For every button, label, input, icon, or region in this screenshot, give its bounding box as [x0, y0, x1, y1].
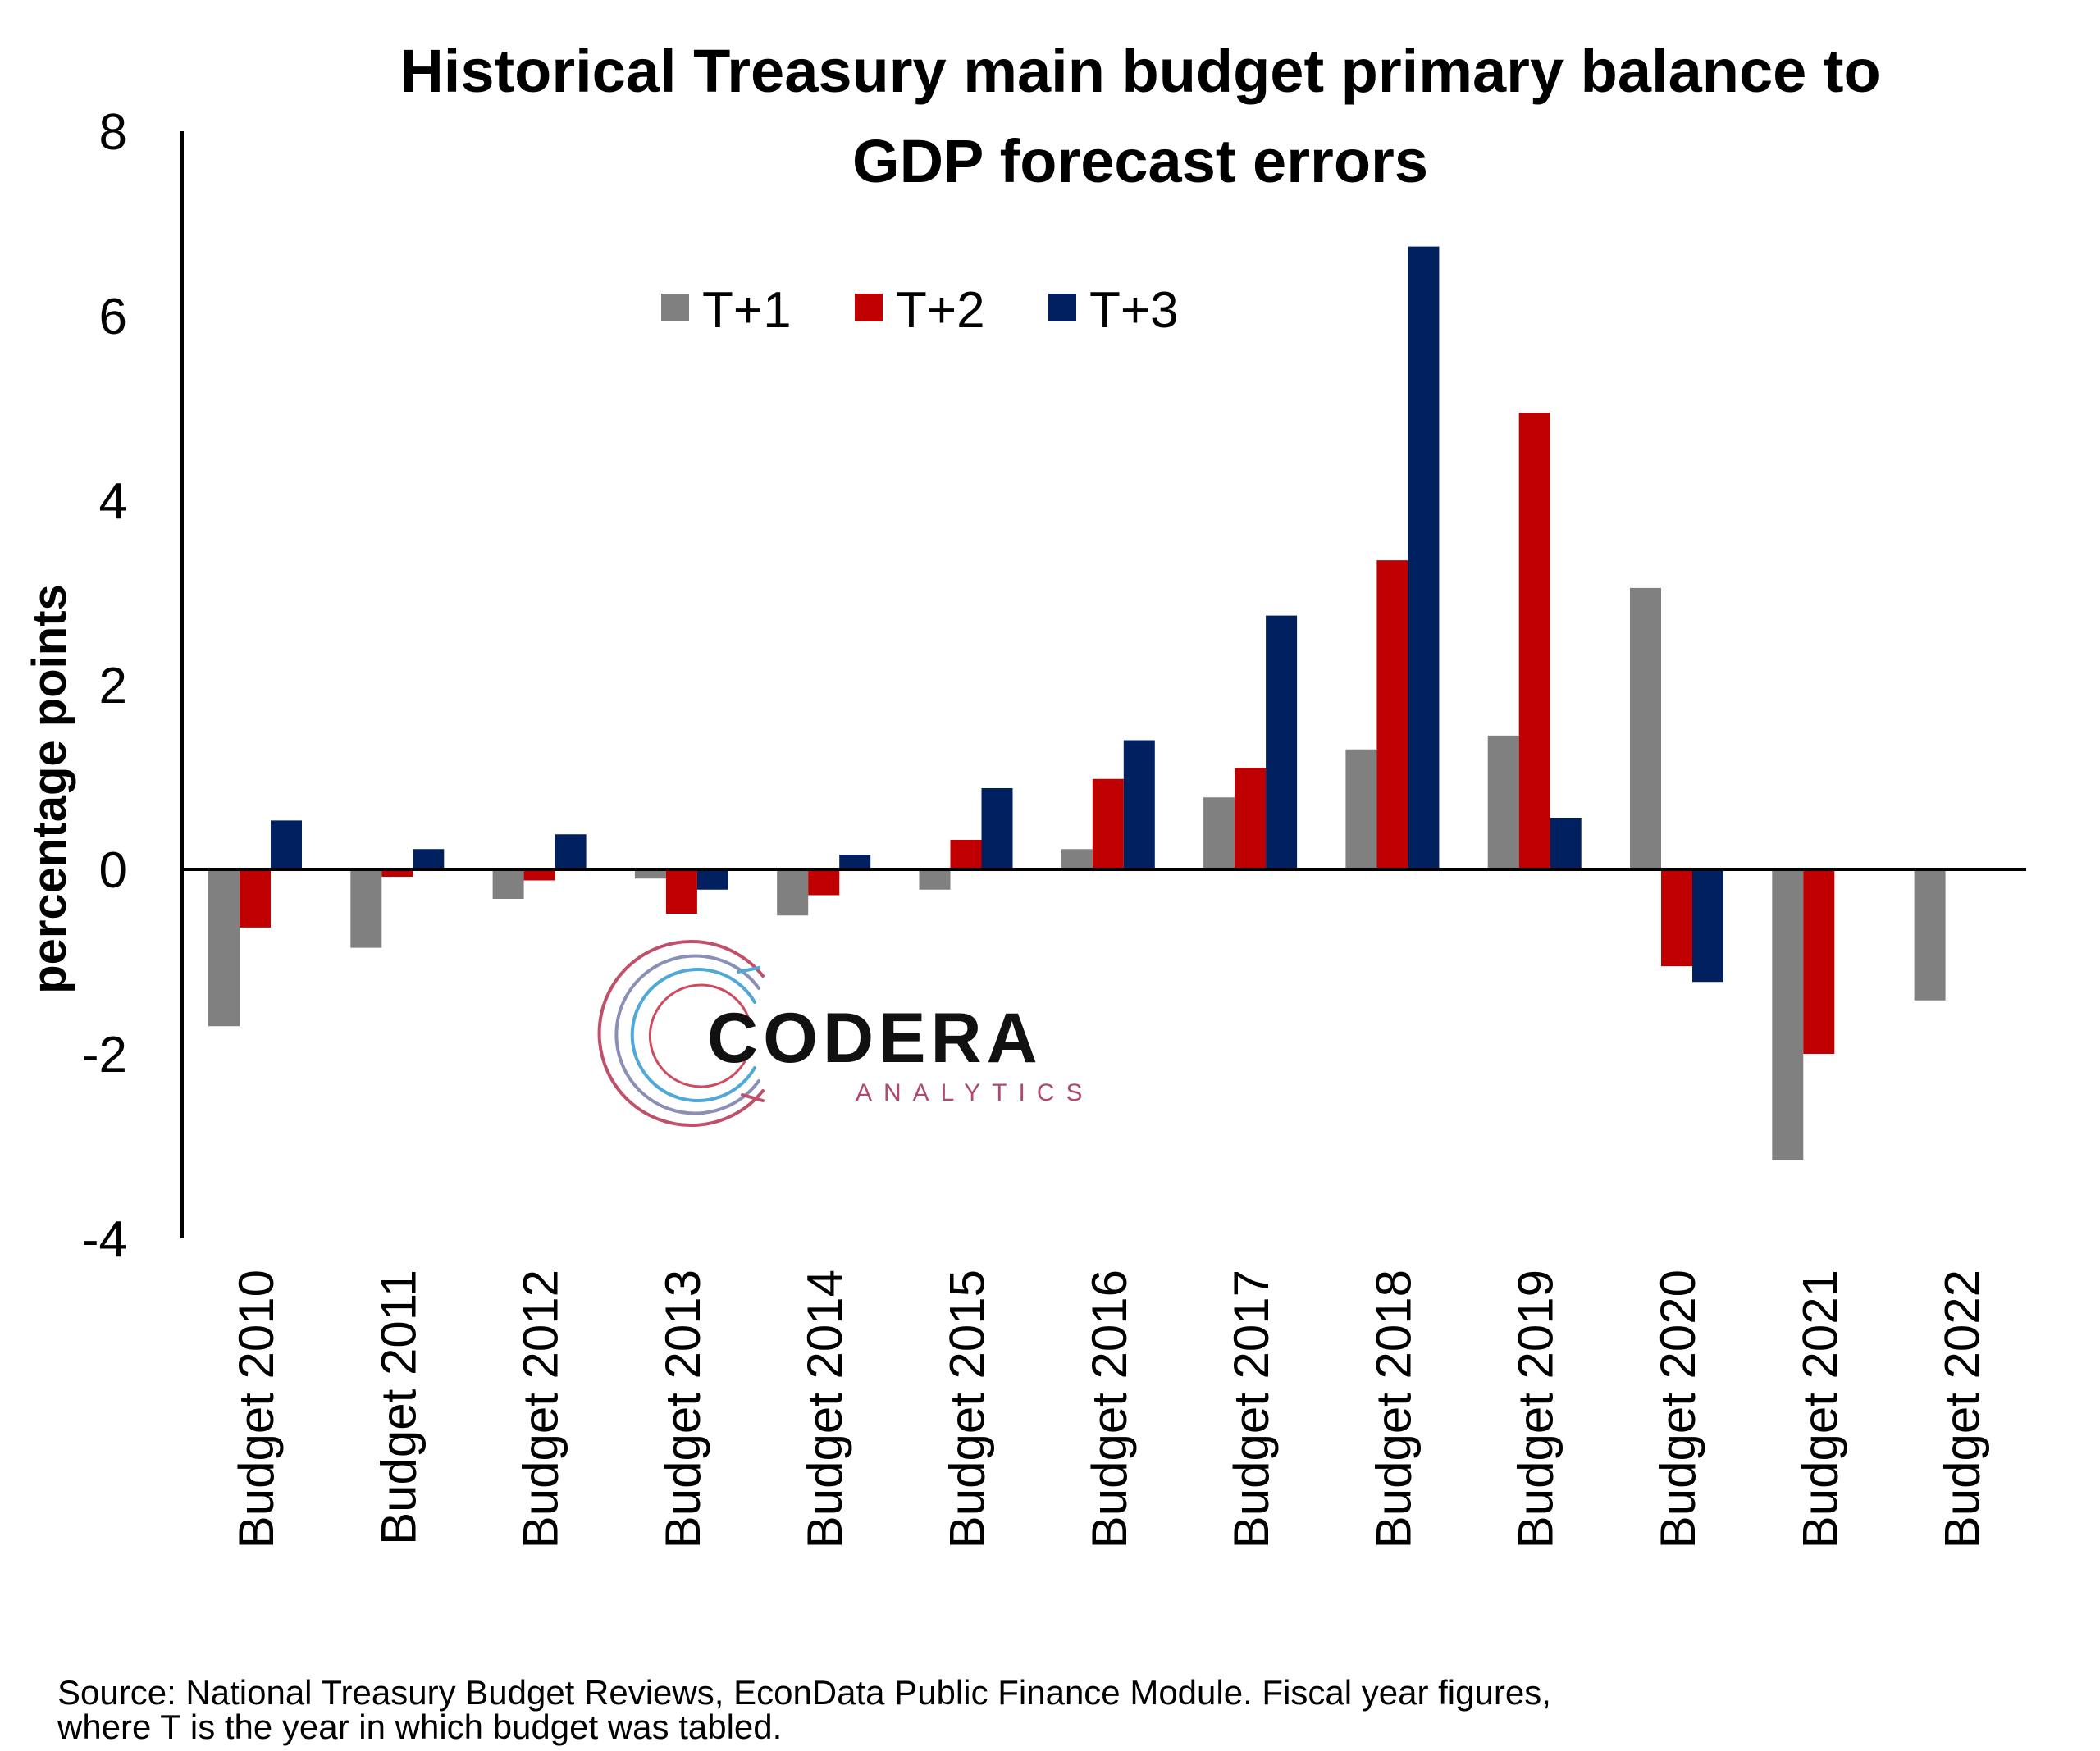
bar-t3-5 [839, 855, 871, 869]
x-category-label: Budget 2019 [1509, 1270, 1564, 1548]
bar-t3-10 [1550, 818, 1582, 869]
logo-tagline: ANALYTICS [856, 1079, 1094, 1106]
bar-t3-3 [555, 834, 587, 869]
source-note-line-1: Source: National Treasury Budget Reviews… [57, 1673, 1551, 1712]
x-category-label: Budget 2022 [1935, 1270, 1990, 1548]
x-category-label: Budget 2016 [1082, 1270, 1137, 1548]
chart-title-line-1: Historical Treasury main budget primary … [399, 37, 1880, 105]
bar-t2-12 [1803, 869, 1835, 1054]
bars [208, 246, 1946, 1160]
bar-t2-2 [381, 869, 413, 877]
x-category-label: Budget 2014 [797, 1270, 852, 1548]
bar-t1-2 [350, 869, 382, 948]
legend-swatch-t1 [661, 294, 689, 321]
bar-t3-7 [1123, 740, 1155, 869]
bar-t1-8 [1203, 797, 1235, 869]
bar-t3-1 [271, 820, 302, 869]
bar-t2-9 [1376, 560, 1408, 869]
y-tick-label: 0 [99, 842, 127, 899]
y-tick-label: 2 [99, 658, 127, 714]
legend-swatch-t2 [855, 294, 883, 321]
logo-arc-icon [597, 940, 765, 1127]
bar-t2-1 [240, 869, 271, 928]
x-category-label: Budget 2020 [1650, 1270, 1705, 1548]
codera-logo: CODERA ANALYTICS [597, 940, 1094, 1127]
bar-t2-10 [1518, 413, 1550, 869]
bar-t2-5 [808, 869, 840, 896]
bar-t2-8 [1235, 768, 1267, 869]
y-tick-label: 8 [99, 104, 127, 161]
bar-t2-11 [1661, 869, 1692, 967]
legend-label-t3: T+3 [1089, 282, 1179, 339]
x-category-label: Budget 2011 [371, 1270, 426, 1545]
legend-label-t2: T+2 [896, 282, 985, 339]
x-category-label: Budget 2013 [655, 1270, 710, 1548]
x-category-label: Budget 2021 [1792, 1270, 1847, 1548]
legend-swatch-t3 [1048, 294, 1076, 321]
bar-t1-9 [1345, 749, 1377, 869]
bar-t1-6 [919, 869, 951, 890]
bar-t1-5 [777, 869, 809, 916]
bar-t3-2 [413, 849, 445, 869]
bar-t1-1 [208, 869, 240, 1027]
y-tick-label: -2 [82, 1027, 127, 1083]
bar-t1-13 [1914, 869, 1946, 1001]
bar-t2-6 [950, 840, 982, 869]
x-category-label: Budget 2010 [229, 1270, 284, 1548]
y-axis-ticks: 8 6 4 2 0 -2 -4 [82, 104, 127, 1268]
axes [180, 131, 2026, 1238]
bar-t2-3 [523, 869, 555, 881]
bar-t3-11 [1692, 869, 1723, 983]
bar-t1-7 [1061, 849, 1093, 869]
x-axis-category-labels: Budget 2010 Budget 2011 Budget 2012 Budget … [229, 1270, 1990, 1548]
x-category-label: Budget 2015 [940, 1270, 995, 1548]
bar-t1-11 [1630, 587, 1661, 869]
x-category-label: Budget 2018 [1366, 1270, 1421, 1548]
bar-t3-9 [1408, 246, 1440, 869]
y-tick-label: 6 [99, 289, 127, 345]
logo-name: CODERA [707, 999, 1043, 1078]
legend-label-t1: T+1 [702, 282, 792, 339]
chart-title-line-2: GDP forecast errors [852, 127, 1428, 195]
source-note-line-2: where T is the year in which budget was … [57, 1708, 782, 1746]
legend: T+1 T+2 T+3 [661, 282, 1179, 339]
bar-t3-4 [696, 869, 728, 890]
bar-t1-4 [634, 869, 666, 879]
bar-t3-8 [1266, 615, 1298, 869]
x-category-label: Budget 2012 [514, 1270, 568, 1548]
bar-t1-12 [1772, 869, 1804, 1160]
y-axis-label: percentage points [23, 584, 76, 994]
bar-t2-4 [665, 869, 697, 914]
y-tick-label: 4 [99, 473, 127, 530]
bar-t3-6 [981, 788, 1013, 869]
x-category-label: Budget 2017 [1224, 1270, 1279, 1548]
y-tick-label: -4 [82, 1211, 127, 1268]
bar-t1-10 [1487, 735, 1519, 869]
bar-t2-7 [1092, 778, 1124, 869]
bar-t1-3 [492, 869, 524, 899]
